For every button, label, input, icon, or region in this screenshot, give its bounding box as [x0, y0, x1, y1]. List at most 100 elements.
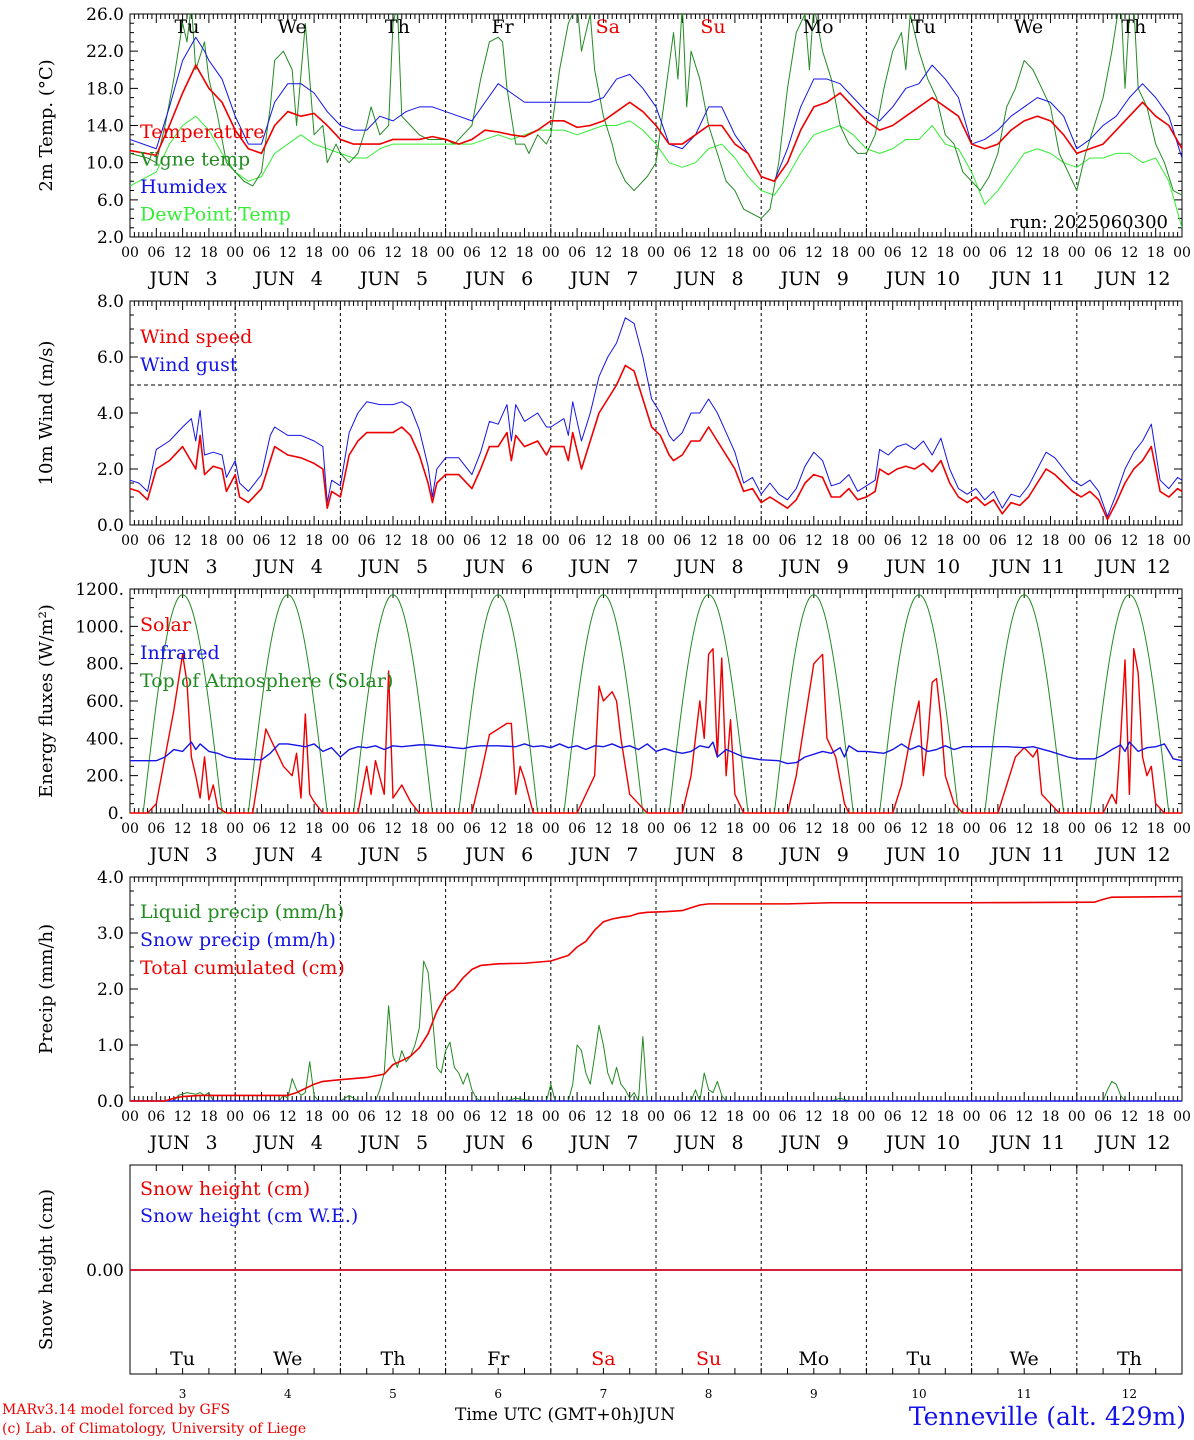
hour-tick-label: 12: [805, 245, 823, 261]
station-name: Tenneville (alt. 429m): [908, 1402, 1186, 1431]
hour-tick-label: 12: [174, 533, 192, 549]
hour-tick-label: 06: [989, 533, 1007, 549]
y-axis-label: 10m Wind (m/s): [36, 341, 57, 486]
hour-tick-label: 18: [1147, 1109, 1165, 1125]
hour-tick-label: 00: [752, 821, 770, 837]
hour-tick-label: 06: [779, 1109, 797, 1125]
hour-tick-label: 00: [647, 1109, 665, 1125]
legend-entry: Infrared: [140, 642, 220, 664]
hour-tick-label: 18: [305, 1109, 323, 1125]
date-label: 11: [1041, 1132, 1065, 1154]
weekday-label: We: [1010, 1348, 1039, 1370]
date-label: 8: [732, 268, 744, 290]
hour-tick-label: 00: [1068, 1109, 1086, 1125]
date-label: 10: [936, 556, 960, 578]
month-label: JUN: [568, 556, 610, 578]
panel-2: 0.0 2.0 4.0 6.0 8.0 10m Wind (m/s) Wind speed W…: [36, 292, 1183, 536]
hour-tick-label: 18: [305, 533, 323, 549]
x-axis-title: Time UTC (GMT+0h): [455, 1405, 640, 1425]
hour-tick-label: 00: [1068, 245, 1086, 261]
hour-tick-label: 06: [147, 1109, 165, 1125]
hour-tick-label: 18: [305, 245, 323, 261]
weekday-label: Sa: [596, 16, 620, 38]
hour-tick-label: 06: [779, 821, 797, 837]
time-ticks: [129, 1165, 1183, 1374]
hour-tick-label: 06: [463, 533, 481, 549]
hour-tick-label: 06: [884, 1109, 902, 1125]
hour-tick-label: 00: [121, 1109, 139, 1125]
hour-tick-label: 00: [542, 821, 560, 837]
hour-tick-label: 06: [358, 245, 376, 261]
month-label: JUN: [568, 844, 610, 866]
panel-4: 0.0 1.0 2.0 3.0 4.0 Precip (mm/h) Liquid preci…: [36, 868, 1183, 1112]
copyright-credit: (c) Lab. of Climatology, University of L…: [2, 1421, 307, 1437]
date-label: 9: [837, 268, 849, 290]
date-label: 11: [1017, 1387, 1032, 1401]
date-label: 9: [837, 844, 849, 866]
hour-tick-label: 06: [253, 245, 271, 261]
date-label: 7: [626, 844, 638, 866]
hour-tick-label: 12: [594, 821, 612, 837]
date-label: 10: [936, 1132, 960, 1154]
month-label: JUN: [1094, 1132, 1136, 1154]
hour-tick-label: 06: [779, 245, 797, 261]
month-label: JUN: [1094, 844, 1136, 866]
hour-tick-label: 00: [331, 533, 349, 549]
y-tick-label: 800.: [86, 655, 124, 675]
month-label: JUN: [463, 556, 505, 578]
y-tick-label: 18.0: [86, 79, 124, 99]
weekday-label: Mo: [803, 16, 834, 38]
hour-tick-label: 12: [174, 1109, 192, 1125]
weekday-label: Su: [700, 16, 725, 38]
hour-tick-label: 00: [1173, 821, 1191, 837]
weekday-label: Th: [1117, 1348, 1142, 1370]
legend-entry: Vigne temp: [139, 149, 250, 171]
hour-tick-label: 00: [647, 533, 665, 549]
series-total-cumulated: [130, 895, 1183, 1102]
hour-tick-label: 12: [910, 821, 928, 837]
hour-tick-label: 06: [253, 821, 271, 837]
month-label: JUN: [884, 844, 926, 866]
date-label: 8: [705, 1387, 713, 1401]
series-wind-speed: [129, 364, 1183, 521]
date-label: 8: [732, 556, 744, 578]
hour-tick-label: 12: [174, 821, 192, 837]
hour-tick-label: 18: [516, 821, 534, 837]
hour-tick-label: 00: [752, 245, 770, 261]
date-label: 4: [311, 844, 323, 866]
hour-tick-label: 06: [673, 245, 691, 261]
hour-tick-label: 18: [936, 821, 954, 837]
y-tick-label: 0.: [108, 804, 124, 824]
hour-tick-label: 18: [200, 245, 218, 261]
y-tick-label: 0.0: [97, 516, 124, 536]
weekday-label: Su: [696, 1348, 721, 1370]
y-tick-label: 10.0: [86, 154, 124, 174]
y-axis-label: Energy fluxes (W/m²): [36, 604, 57, 798]
weekday-label: We: [273, 1348, 302, 1370]
hour-tick-label: 00: [1173, 533, 1191, 549]
series-temperature: [130, 64, 1182, 183]
month-label: JUN: [147, 268, 189, 290]
date-label: 11: [1041, 556, 1065, 578]
legend-entry: Wind speed: [140, 326, 252, 348]
hour-tick-label: 06: [1094, 533, 1112, 549]
hour-tick-label: 18: [726, 1109, 744, 1125]
hour-tick-label: 12: [489, 245, 507, 261]
hour-tick-label: 12: [594, 533, 612, 549]
hour-tick-label: 06: [1094, 245, 1112, 261]
hour-tick-label: 06: [568, 533, 586, 549]
hour-tick-label: 06: [253, 533, 271, 549]
month-label: JUN: [989, 1132, 1031, 1154]
date-label: 3: [206, 1132, 218, 1154]
legend-entry: Snow height (cm): [140, 1178, 310, 1200]
month-label: JUN: [779, 556, 821, 578]
hour-tick-label: 00: [857, 533, 875, 549]
hour-tick-label: 00: [121, 821, 139, 837]
y-axis-label: 2m Temp. (°C): [36, 59, 57, 191]
hour-tick-label: 18: [516, 245, 534, 261]
hour-tick-label: 12: [279, 1109, 297, 1125]
date-label: 10: [936, 268, 960, 290]
hour-tick-label: 18: [1042, 1109, 1060, 1125]
y-tick-label: 4.0: [97, 868, 124, 888]
